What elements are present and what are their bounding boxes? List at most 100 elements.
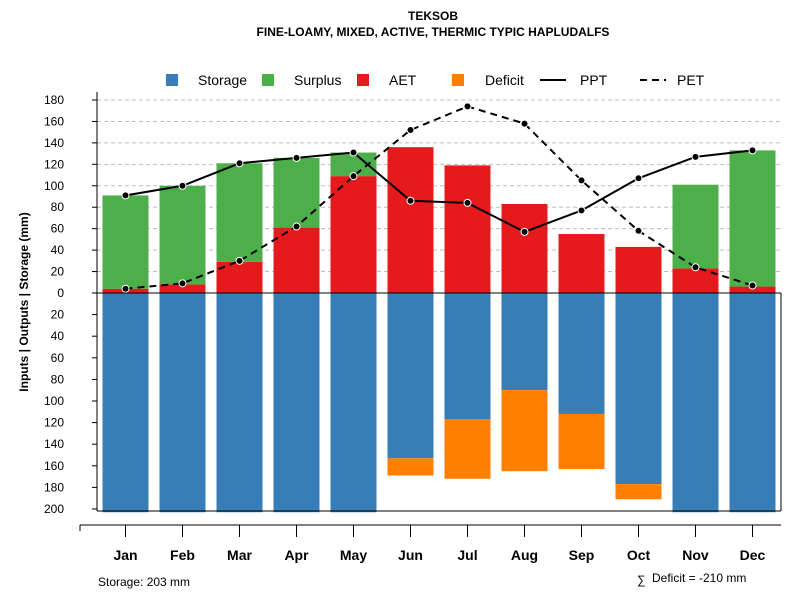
y-axis-label: Inputs | Outputs | Storage (mm)	[17, 212, 31, 391]
ppt-point-jun	[406, 196, 415, 205]
y-tick-label: 60	[51, 222, 65, 236]
x-tick-label-dec: Dec	[740, 547, 766, 563]
ppt-point-feb	[178, 181, 187, 190]
surplus-bar-dec	[729, 150, 776, 287]
y-tick-label: 100	[44, 179, 64, 193]
surplus-bar-jan	[102, 195, 149, 289]
legend-swatch-surplus	[262, 74, 274, 86]
storage-bar-dec	[729, 293, 776, 513]
surplus-bar-may	[330, 152, 377, 177]
aet-bar-feb	[159, 284, 206, 293]
storage-bar-may	[330, 293, 377, 513]
ppt-point-may	[349, 148, 358, 157]
storage-bar-jul	[444, 293, 491, 420]
ppt-point-oct	[634, 174, 643, 183]
y-tick-label: 140	[44, 437, 64, 451]
y-tick-label: 180	[44, 93, 64, 107]
x-tick-label-jan: Jan	[113, 547, 137, 563]
deficit-bar-sep	[558, 413, 605, 470]
storage-bar-jun	[387, 293, 434, 459]
storage-bar-feb	[159, 293, 206, 513]
bars	[102, 147, 776, 513]
aet-bar-oct	[615, 246, 662, 293]
grid-lines	[97, 99, 781, 273]
storage-bar-mar	[216, 293, 263, 513]
deficit-bar-jul	[444, 419, 491, 479]
axes: 1801601401201008060402002040608010012014…	[44, 92, 782, 563]
legend-label-ppt: PPT	[580, 72, 608, 88]
deficit-bar-jun	[387, 458, 434, 476]
surplus-bar-feb	[159, 185, 206, 285]
aet-bar-apr	[273, 227, 320, 293]
y-tick-label: 160	[44, 114, 64, 128]
y-tick-label: 180	[44, 480, 64, 494]
ppt-point-aug	[520, 227, 529, 236]
ppt-point-sep	[577, 206, 586, 215]
x-tick-label-may: May	[340, 547, 367, 563]
y-tick-label: 80	[51, 200, 65, 214]
pet-point-nov	[691, 263, 700, 272]
y-tick-label: 80	[51, 372, 65, 386]
aet-bar-aug	[501, 204, 548, 293]
aet-bar-jun	[387, 147, 434, 293]
pet-point-jun	[406, 126, 415, 135]
pet-point-mar	[235, 256, 244, 265]
x-tick-label-apr: Apr	[284, 547, 309, 563]
x-tick-label-aug: Aug	[511, 547, 538, 563]
legend-label-aet: AET	[389, 72, 417, 88]
aet-bar-jul	[444, 165, 491, 293]
deficit-bar-aug	[501, 390, 548, 472]
legend: Storage Surplus AET Deficit PPT PET	[166, 72, 705, 88]
storage-bar-apr	[273, 293, 320, 513]
y-tick-label: 100	[44, 394, 64, 408]
y-tick-label: 160	[44, 459, 64, 473]
pet-line	[125, 105, 753, 290]
storage-footer: Storage: 203 mm	[98, 575, 190, 589]
storage-bar-sep	[558, 293, 605, 414]
y-tick-label: 20	[51, 265, 65, 279]
chart-title: TEKSOB	[408, 9, 458, 23]
ppt-point-mar	[235, 159, 244, 168]
ppt-point-jul	[463, 198, 472, 207]
pet-point-may	[349, 172, 358, 181]
ppt-line	[125, 149, 753, 233]
ppt-point-nov	[691, 152, 700, 161]
y-tick-label: 40	[51, 329, 65, 343]
y-tick-label: 0	[57, 286, 64, 300]
legend-label-storage: Storage	[198, 72, 247, 88]
legend-label-pet: PET	[677, 72, 705, 88]
aet-bar-dec	[729, 286, 776, 293]
pet-point-oct	[634, 226, 643, 235]
legend-swatch-aet	[357, 74, 369, 86]
storage-bar-oct	[615, 293, 662, 485]
surplus-bar-mar	[216, 163, 263, 262]
pet-point-jul	[463, 102, 472, 111]
storage-bar-nov	[672, 293, 719, 513]
y-tick-label: 60	[51, 351, 65, 365]
deficit-bar-oct	[615, 484, 662, 500]
x-tick-label-jun: Jun	[398, 547, 423, 563]
surplus-bar-apr	[273, 157, 320, 228]
x-tick-label-feb: Feb	[170, 547, 195, 563]
legend-swatch-storage	[166, 74, 178, 86]
aet-bar-sep	[558, 234, 605, 293]
y-tick-label: 140	[44, 136, 64, 150]
x-tick-label-sep: Sep	[569, 547, 595, 563]
pet-point-aug	[520, 119, 529, 128]
y-tick-label: 20	[51, 308, 65, 322]
pet-point-apr	[292, 222, 301, 231]
legend-label-deficit: Deficit	[485, 72, 524, 88]
deficit-sum-symbol: ∑	[637, 573, 646, 587]
lines	[121, 102, 757, 293]
y-tick-label: 120	[44, 416, 64, 430]
chart-subtitle: FINE-LOAMY, MIXED, ACTIVE, THERMIC TYPIC…	[257, 25, 610, 39]
x-tick-label-mar: Mar	[227, 547, 252, 563]
pet-point-dec	[748, 281, 757, 290]
ppt-point-dec	[748, 146, 757, 155]
x-tick-label-jul: Jul	[457, 547, 477, 563]
storage-bar-aug	[501, 293, 548, 391]
ppt-point-jan	[121, 191, 130, 200]
deficit-footer: Deficit = -210 mm	[652, 571, 746, 585]
pet-point-jan	[121, 284, 130, 293]
